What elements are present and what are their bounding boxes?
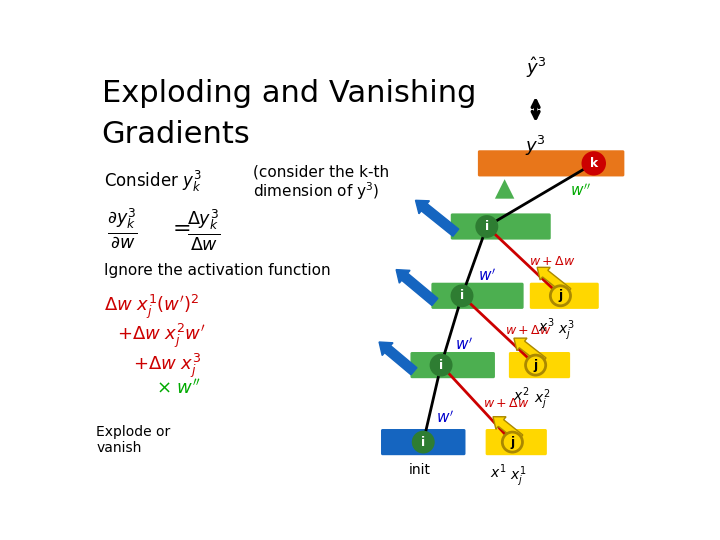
Text: $x_j^1$: $x_j^1$	[510, 464, 527, 489]
Text: $w'$: $w'$	[455, 336, 473, 353]
FancyArrow shape	[396, 269, 438, 306]
Text: $w'$: $w'$	[436, 410, 454, 427]
Text: $=$: $=$	[168, 217, 190, 237]
Text: $w'$: $w'$	[478, 267, 496, 284]
Circle shape	[477, 217, 497, 237]
Text: i: i	[439, 359, 443, 372]
Text: j: j	[559, 289, 562, 302]
FancyBboxPatch shape	[381, 429, 466, 455]
Text: $\hat{y}^3$: $\hat{y}^3$	[526, 56, 546, 80]
Text: init: init	[408, 463, 431, 477]
Circle shape	[526, 355, 546, 375]
FancyArrow shape	[379, 342, 417, 375]
FancyBboxPatch shape	[478, 150, 624, 177]
Text: Exploding and Vanishing: Exploding and Vanishing	[102, 79, 476, 107]
Text: $y^3$: $y^3$	[525, 134, 546, 158]
Text: $\Delta w\ x_j^1(w')^2$: $\Delta w\ x_j^1(w')^2$	[104, 293, 199, 321]
Text: $w+\Delta w$: $w+\Delta w$	[529, 255, 576, 268]
FancyBboxPatch shape	[431, 283, 523, 309]
FancyBboxPatch shape	[485, 429, 547, 455]
Circle shape	[413, 432, 433, 452]
Text: $+\Delta w\ x_j^3$: $+\Delta w\ x_j^3$	[132, 351, 201, 380]
FancyBboxPatch shape	[410, 352, 495, 378]
FancyArrow shape	[415, 200, 459, 237]
Text: $x^2$: $x^2$	[513, 386, 530, 404]
FancyArrow shape	[493, 417, 523, 442]
Text: i: i	[421, 436, 426, 449]
Text: Gradients: Gradients	[102, 120, 251, 149]
Text: k: k	[590, 157, 598, 170]
Text: dimension of y$^3$): dimension of y$^3$)	[253, 180, 379, 202]
Circle shape	[550, 286, 570, 306]
Text: $\times\ w''$: $\times\ w''$	[156, 379, 201, 398]
Text: j: j	[510, 436, 514, 449]
Text: Explode or
vanish: Explode or vanish	[96, 425, 171, 455]
Circle shape	[431, 355, 451, 375]
Text: $x_j^2$: $x_j^2$	[534, 387, 550, 412]
FancyBboxPatch shape	[530, 283, 599, 309]
Circle shape	[452, 286, 472, 306]
Text: $+\Delta w\ x_j^2 w'$: $+\Delta w\ x_j^2 w'$	[117, 322, 206, 350]
Text: $x_j^3$: $x_j^3$	[558, 318, 575, 343]
Text: Ignore the activation function: Ignore the activation function	[104, 264, 330, 279]
Text: i: i	[485, 220, 489, 233]
Text: $\frac{\partial y_k^3}{\partial w}$: $\frac{\partial y_k^3}{\partial w}$	[107, 207, 138, 251]
Text: i: i	[460, 289, 464, 302]
Text: $x^1$: $x^1$	[490, 463, 507, 482]
Circle shape	[583, 153, 605, 174]
FancyArrow shape	[514, 338, 546, 365]
Circle shape	[503, 432, 523, 452]
Text: $w+\Delta w$: $w+\Delta w$	[483, 397, 529, 410]
Text: Consider $y_k^3$: Consider $y_k^3$	[104, 168, 202, 194]
Text: $x^3$: $x^3$	[538, 316, 555, 335]
Text: j: j	[534, 359, 538, 372]
Text: $\frac{\Delta y_k^3}{\Delta w}$: $\frac{\Delta y_k^3}{\Delta w}$	[187, 207, 220, 253]
FancyBboxPatch shape	[451, 213, 551, 240]
Text: $w''$: $w''$	[570, 183, 591, 199]
FancyArrow shape	[537, 267, 571, 295]
Text: (consider the k-th: (consider the k-th	[253, 165, 389, 180]
FancyBboxPatch shape	[509, 352, 570, 378]
Text: $w+\Delta w$: $w+\Delta w$	[505, 324, 551, 337]
